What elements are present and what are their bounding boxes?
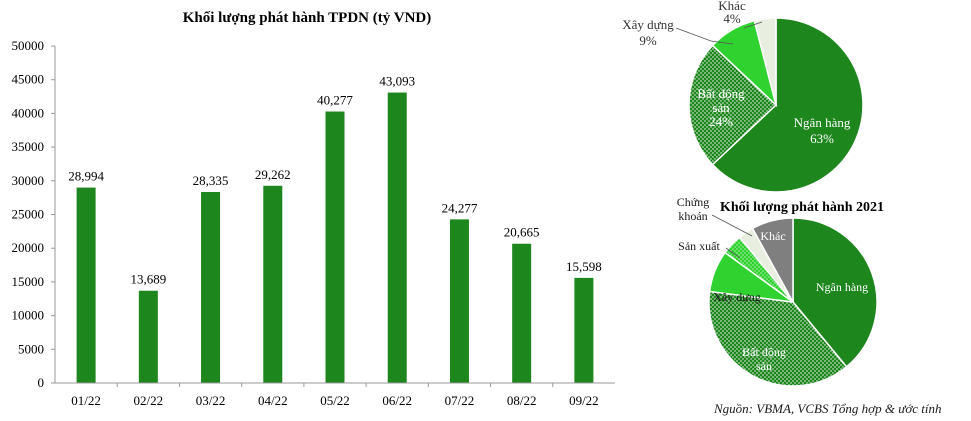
x-tick-label: 06/22 xyxy=(382,393,412,408)
y-tick-label: 45000 xyxy=(12,72,45,87)
pie-slice xyxy=(751,217,794,303)
pie-slice xyxy=(688,44,778,166)
pie-slice-label: 9% xyxy=(639,33,657,48)
y-tick-label: 15000 xyxy=(12,274,45,289)
pie-slice-label: Sản xuất xyxy=(678,239,720,253)
bar-chart-title: Khối lượng phát hành TPDN (tỷ VND) xyxy=(183,10,431,26)
bar-value-label: 40,277 xyxy=(317,93,353,108)
bar-value-label: 28,335 xyxy=(193,173,229,188)
leader-line xyxy=(711,214,753,237)
bar-chart: Khối lượng phát hành TPDN (tỷ VND) 0 5000… xyxy=(12,10,615,408)
bar xyxy=(387,92,407,384)
x-tick-label: 09/22 xyxy=(569,393,599,408)
y-tick-label: 5000 xyxy=(18,341,44,356)
bar xyxy=(449,219,469,383)
x-tick-label: 01/22 xyxy=(71,393,101,408)
pie-slice xyxy=(792,217,878,368)
pie-slice xyxy=(753,17,777,106)
bar xyxy=(263,185,283,383)
y-tick-label: 50000 xyxy=(12,38,45,53)
bar-value-label: 43,093 xyxy=(379,74,415,89)
bar-value-label: 15,598 xyxy=(566,259,602,274)
y-tick-label: 25000 xyxy=(12,207,45,222)
source-note: Nguồn: VBMA, VCBS Tổng hợp & ước tính xyxy=(714,401,942,416)
pie-slice-label: Xây dựng xyxy=(622,17,674,32)
pie-slice-label: 4% xyxy=(723,11,741,26)
bar-value-label: 24,277 xyxy=(442,200,478,215)
bar xyxy=(201,192,221,383)
pie-slice-label: Ngân hàng xyxy=(794,115,851,130)
bar xyxy=(512,243,532,383)
y-tick-label: 0 xyxy=(38,375,45,390)
bar-value-label: 29,262 xyxy=(255,167,291,182)
leader-line xyxy=(743,21,763,29)
x-tick-label: 08/22 xyxy=(507,393,537,408)
bar-series: 28,994 13,689 28,335 29,262 40,277 43,093 24,2… xyxy=(68,74,602,384)
bar-value-label: 13,689 xyxy=(130,272,166,287)
pie-slice-label: khoán xyxy=(678,209,707,223)
x-tick-label: 05/22 xyxy=(320,393,350,408)
pie-slice-label: Bất động xyxy=(697,86,745,101)
bar xyxy=(76,187,96,383)
x-tick-label: 03/22 xyxy=(196,393,226,408)
pie-slice-label: sản xyxy=(756,359,772,373)
bar xyxy=(325,111,345,383)
pie-slice-label: Khác xyxy=(760,229,785,243)
x-tick-label: 02/22 xyxy=(134,393,164,408)
y-tick-label: 30000 xyxy=(12,173,45,188)
y-axis: 0 5000 10000 15000 20000 25000 30000 35000 40000… xyxy=(12,38,56,390)
pie-slice-label: Chứng xyxy=(677,195,710,209)
x-tick-label: 04/22 xyxy=(258,393,288,408)
leader-line xyxy=(675,27,734,45)
pie-slice-label: 63% xyxy=(810,131,834,146)
pie-slice-label: sản xyxy=(712,100,730,115)
pie-slice-label: Xây dựng xyxy=(713,290,761,304)
pie-slice xyxy=(711,17,864,193)
y-tick-label: 20000 xyxy=(12,240,45,255)
x-tick-label: 07/22 xyxy=(445,393,475,408)
bar xyxy=(138,290,158,383)
x-axis: 01/22 02/22 03/22 04/22 05/22 06/22 07/22 08/22… xyxy=(55,382,615,408)
y-tick-label: 10000 xyxy=(12,308,45,323)
pie-slice-label: Khác xyxy=(718,0,746,13)
pie-bottom-title: Khối lượng phát hành 2021 xyxy=(720,200,884,215)
bar-value-label: 20,665 xyxy=(504,225,540,240)
bar xyxy=(574,277,594,383)
pie-slice-label: 24% xyxy=(709,114,733,129)
pie-slice-label: Bất động xyxy=(742,345,786,359)
y-tick-label: 40000 xyxy=(12,105,45,120)
leader-line xyxy=(725,247,741,259)
pie-slice-label: Ngân hàng xyxy=(816,280,868,294)
pie-slice xyxy=(708,290,848,387)
bar-value-label: 28,994 xyxy=(68,169,104,184)
y-tick-label: 35000 xyxy=(12,139,45,154)
